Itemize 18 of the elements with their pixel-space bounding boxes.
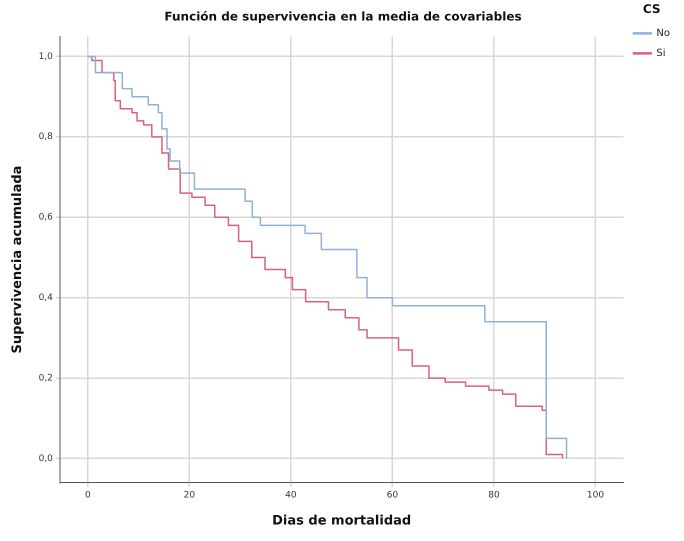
y-tick-label: 0,8 <box>38 132 54 142</box>
y-tick-label: 1,0 <box>38 52 54 62</box>
y-tick-label: 0,6 <box>38 212 54 223</box>
x-tick-label: 100 <box>586 490 604 500</box>
legend-title: CS <box>642 2 661 16</box>
y-axis-title: Supervivencia acumulada <box>10 166 26 354</box>
x-tick-label: 40 <box>285 490 297 500</box>
chart-title: Función de supervivencia en la media de covariables <box>164 9 522 24</box>
x-tick-label: 60 <box>386 490 398 500</box>
legend-label: Si <box>656 48 666 59</box>
x-tick-label: 80 <box>488 490 500 500</box>
x-tick-label: 20 <box>184 490 196 500</box>
x-axis-title: Dias de mortalidad <box>272 514 412 529</box>
x-tick-label: 0 <box>84 490 91 500</box>
y-tick-label: 0,0 <box>38 454 54 464</box>
legend-label: No <box>656 28 670 39</box>
y-tick-label: 0,2 <box>38 373 53 384</box>
y-tick-label: 0,4 <box>38 293 54 304</box>
